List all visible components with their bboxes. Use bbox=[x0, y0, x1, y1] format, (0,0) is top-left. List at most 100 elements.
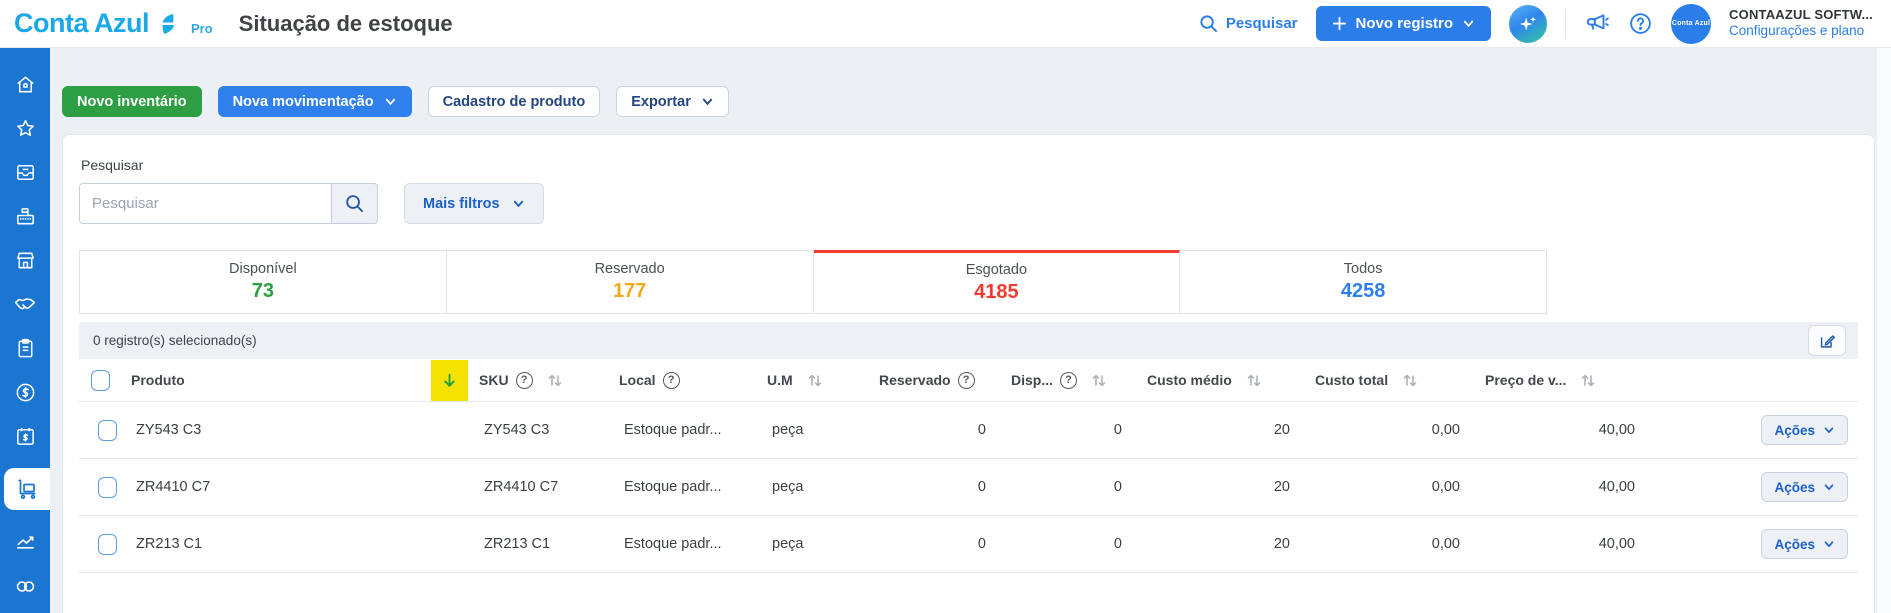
scrollbar-track[interactable] bbox=[1877, 48, 1891, 613]
storefront-icon bbox=[14, 249, 37, 272]
cell-um: peça bbox=[772, 422, 804, 438]
sidebar-item-favorites[interactable] bbox=[0, 116, 50, 140]
announcements-button[interactable] bbox=[1584, 11, 1610, 37]
tab-todos[interactable]: Todos 4258 bbox=[1180, 250, 1547, 314]
top-bar: Conta Azul Pro Situação de estoque Pesqu… bbox=[0, 0, 1891, 48]
table-row[interactable]: ZR213 C1 ZR213 C1 Estoque padr... peça 0… bbox=[79, 516, 1858, 573]
sort-arrows-icon[interactable] bbox=[547, 373, 563, 388]
column-header-um[interactable]: U.M bbox=[767, 372, 879, 388]
column-header-disponivel[interactable]: Disp... ? bbox=[1011, 371, 1147, 389]
table-row[interactable]: ZY543 C3 ZY543 C3 Estoque padr... peça 0… bbox=[79, 402, 1858, 459]
contaazul-swoosh-icon bbox=[159, 12, 183, 36]
settings-plan-link[interactable]: Configurações e plano bbox=[1729, 23, 1865, 39]
column-header-preco-venda[interactable]: Preço de v... bbox=[1485, 372, 1660, 388]
sort-arrows-icon[interactable] bbox=[1091, 373, 1107, 388]
filter-row: Mais filtros bbox=[79, 183, 1858, 224]
column-label: U.M bbox=[767, 372, 793, 388]
column-header-custo-total[interactable]: Custo total bbox=[1315, 372, 1485, 388]
cell-produto: ZY543 C3 bbox=[136, 422, 202, 438]
tab-disponivel[interactable]: Disponível 73 bbox=[79, 250, 447, 314]
sidebar-item-billing[interactable] bbox=[0, 424, 50, 448]
row-checkbox[interactable] bbox=[98, 419, 117, 441]
megaphone-icon bbox=[1584, 11, 1610, 37]
row-checkbox[interactable] bbox=[98, 533, 117, 555]
new-inventory-button[interactable]: Novo inventário bbox=[62, 86, 202, 117]
cell-produto: ZR213 C1 bbox=[136, 536, 203, 552]
sidebar-item-home[interactable] bbox=[0, 72, 50, 96]
global-search-link[interactable]: Pesquisar bbox=[1199, 14, 1298, 33]
logo-text-azul: Azul bbox=[94, 8, 150, 38]
sidebar-item-finance[interactable] bbox=[0, 380, 50, 404]
sidebar-item-store[interactable] bbox=[0, 248, 50, 272]
actions-label: Ações bbox=[1774, 479, 1815, 495]
tab-reservado[interactable]: Reservado 177 bbox=[446, 250, 814, 314]
ai-assistant-button[interactable] bbox=[1509, 4, 1548, 43]
search-input[interactable] bbox=[79, 183, 331, 224]
help-icon[interactable]: ? bbox=[662, 371, 680, 389]
contaazul-logo[interactable]: Conta Azul Pro bbox=[14, 10, 213, 37]
sort-arrows-icon[interactable] bbox=[1402, 373, 1418, 388]
sidebar-item-integrations[interactable] bbox=[0, 574, 50, 598]
edit-pencil-icon bbox=[1818, 332, 1836, 350]
selection-bar: 0 registro(s) selecionado(s) bbox=[79, 322, 1858, 359]
sort-arrows-icon[interactable] bbox=[807, 373, 823, 388]
column-header-sku[interactable]: SKU ? bbox=[479, 371, 619, 389]
help-icon[interactable]: ? bbox=[515, 371, 533, 389]
column-header-local[interactable]: Local ? bbox=[619, 371, 767, 389]
help-icon[interactable]: ? bbox=[957, 371, 975, 389]
help-button[interactable] bbox=[1628, 11, 1653, 36]
sidebar-item-inventory[interactable] bbox=[4, 468, 50, 510]
account-avatar[interactable]: Conta Azul bbox=[1671, 3, 1712, 44]
row-actions-button[interactable]: Ações bbox=[1761, 415, 1848, 445]
cell-local: Estoque padr... bbox=[624, 422, 722, 438]
sidebar-item-tasks[interactable] bbox=[0, 336, 50, 360]
cell-disponivel: 0 bbox=[1113, 536, 1122, 552]
edit-columns-button[interactable] bbox=[1808, 325, 1846, 356]
search-submit-button[interactable] bbox=[331, 183, 378, 224]
row-actions-button[interactable]: Ações bbox=[1761, 529, 1848, 559]
product-registration-label: Cadastro de produto bbox=[442, 93, 586, 110]
column-label: Disp... bbox=[1011, 372, 1054, 388]
sort-arrows-icon[interactable] bbox=[1580, 373, 1596, 388]
more-filters-button[interactable]: Mais filtros bbox=[404, 183, 544, 224]
column-header-reservado[interactable]: Reservado ? bbox=[879, 371, 1011, 389]
cell-preco-venda: 40,00 bbox=[1598, 422, 1635, 438]
table-body: ZY543 C3 ZY543 C3 Estoque padr... peça 0… bbox=[79, 402, 1858, 573]
help-icon[interactable]: ? bbox=[1060, 371, 1078, 389]
sidebar-item-inbox[interactable] bbox=[0, 160, 50, 184]
stock-table: Produto SKU ? Local ? bbox=[79, 359, 1858, 573]
tab-esgotado[interactable]: Esgotado 4185 bbox=[813, 250, 1181, 314]
new-inventory-label: Novo inventário bbox=[77, 93, 187, 110]
table-row[interactable]: ZR4410 C7 ZR4410 C7 Estoque padr... peça… bbox=[79, 459, 1858, 516]
pro-badge: Pro bbox=[191, 21, 213, 36]
new-record-button[interactable]: Novo registro bbox=[1315, 6, 1492, 41]
column-label: Produto bbox=[131, 372, 185, 388]
sidebar-item-cash-register[interactable] bbox=[0, 204, 50, 228]
tab-count: 177 bbox=[612, 280, 647, 302]
cell-custo-medio: 20 bbox=[1273, 479, 1290, 495]
star-icon bbox=[14, 117, 37, 140]
tab-count: 4258 bbox=[1340, 280, 1386, 302]
select-all-checkbox[interactable] bbox=[91, 369, 110, 391]
active-sort-indicator[interactable] bbox=[431, 359, 468, 401]
column-header-custo-medio[interactable]: Custo médio bbox=[1147, 372, 1315, 388]
cell-custo-total: 0,00 bbox=[1431, 479, 1460, 495]
chart-line-icon bbox=[14, 531, 37, 554]
inventory-cart-icon bbox=[15, 477, 39, 501]
column-header-produto[interactable]: Produto bbox=[131, 372, 431, 388]
actions-label: Ações bbox=[1774, 536, 1815, 552]
cell-disponivel: 0 bbox=[1113, 422, 1122, 438]
export-label: Exportar bbox=[631, 93, 691, 110]
new-movement-button[interactable]: Nova movimentação bbox=[217, 86, 412, 117]
export-button[interactable]: Exportar bbox=[616, 86, 729, 117]
sort-arrows-icon[interactable] bbox=[1246, 373, 1262, 388]
cell-reservado: 0 bbox=[977, 422, 986, 438]
sidebar-item-partners[interactable] bbox=[0, 292, 50, 316]
sidebar-item-reports[interactable] bbox=[0, 530, 50, 554]
product-registration-button[interactable]: Cadastro de produto bbox=[427, 86, 601, 117]
question-circle-icon bbox=[1628, 11, 1653, 36]
row-actions-button[interactable]: Ações bbox=[1761, 472, 1848, 502]
row-checkbox[interactable] bbox=[98, 476, 117, 498]
column-label: Reservado bbox=[879, 372, 951, 388]
tab-count: 73 bbox=[251, 280, 274, 302]
